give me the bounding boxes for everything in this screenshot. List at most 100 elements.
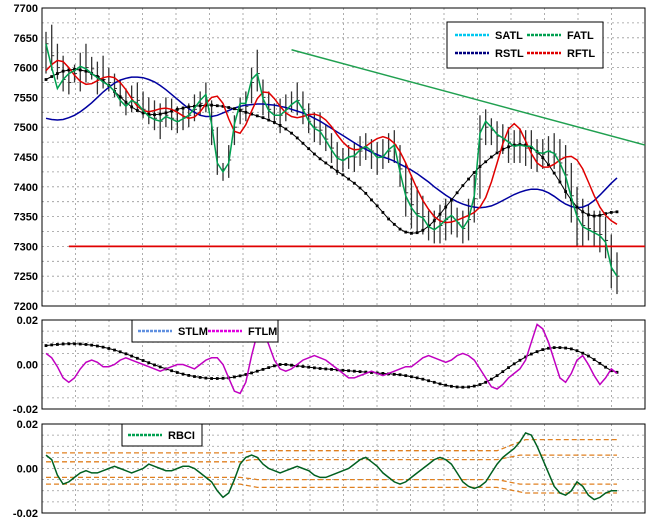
series-point [358, 370, 362, 374]
y-tick-label: 0.00 [17, 360, 38, 372]
series-point [552, 171, 556, 175]
series-line-fatl [45, 43, 618, 277]
legend-label: STLM [178, 326, 208, 338]
series-rbci [45, 431, 617, 501]
series-point [569, 347, 573, 351]
panel-price: 7700 7650 7600 7550 7500 7450 7400 7350 7300 7250… [14, 3, 646, 313]
series-point [250, 112, 253, 116]
series-point [273, 121, 276, 124]
series-point [558, 180, 562, 184]
series-point [472, 384, 476, 388]
series-point [615, 370, 619, 374]
series-point [347, 177, 351, 181]
series-point [284, 127, 288, 131]
series-point [124, 100, 128, 104]
series-point [78, 342, 82, 346]
series-point [495, 374, 499, 378]
plot-frame [41, 423, 646, 514]
series-point [335, 169, 339, 173]
series-point [472, 171, 476, 174]
series-point [438, 382, 442, 386]
series-point [587, 213, 590, 217]
panel-stlm-ftlm: 0.02 0.00 -0.02 STLM FTLM [13, 315, 646, 416]
series-point [118, 95, 122, 99]
series-point [461, 184, 465, 188]
series-point [604, 212, 607, 216]
series-point [181, 372, 185, 376]
series-point [512, 143, 516, 147]
series-point [615, 210, 619, 214]
y-tick-label: 7700 [14, 3, 38, 15]
series-point [67, 68, 71, 72]
series-point [609, 369, 613, 373]
series-point [524, 143, 528, 147]
series-point [101, 79, 105, 83]
legend-box [446, 21, 604, 69]
series-fatl [45, 43, 618, 277]
series-point [44, 344, 48, 347]
series-point [244, 110, 248, 114]
series-point [415, 376, 419, 380]
legend-label: RBCI [168, 430, 195, 442]
y-tick-label: 7400 [14, 182, 38, 194]
series-point [73, 67, 76, 71]
series-point [524, 355, 528, 359]
series-point [73, 342, 76, 346]
series-point [56, 72, 59, 75]
series-point [278, 124, 282, 127]
series-point [210, 103, 213, 107]
series-point [370, 198, 373, 202]
series-point [61, 69, 65, 73]
series-point [135, 356, 139, 360]
y-tick-label: 7650 [14, 33, 38, 45]
series-point [130, 354, 134, 358]
series-point [113, 348, 116, 352]
series-point [415, 231, 419, 235]
series-point [581, 351, 585, 355]
series-point [512, 362, 516, 366]
legend-label: FATL [567, 30, 594, 42]
series-point [175, 107, 179, 111]
series-point [250, 371, 253, 375]
series-point [50, 343, 54, 347]
series-point [330, 165, 333, 169]
series-point [387, 217, 390, 221]
series-point [187, 105, 191, 109]
series-point [381, 372, 385, 375]
series-point [255, 114, 259, 118]
series-point [330, 367, 333, 371]
series-point [341, 368, 345, 372]
series-point [135, 109, 139, 112]
trend-line [291, 48, 646, 146]
series-point [324, 161, 328, 165]
series-point [461, 385, 465, 389]
series-rstl [44, 67, 619, 235]
series-point [307, 365, 311, 369]
series-point [598, 361, 602, 365]
series-point [421, 377, 425, 381]
series-point [295, 136, 299, 140]
plot-frame [41, 319, 646, 410]
series-point [215, 377, 219, 380]
series-point [450, 384, 453, 388]
series-point [558, 346, 562, 349]
y-tick-label: -0.02 [13, 404, 38, 416]
series-point [130, 105, 134, 109]
series-point [267, 366, 271, 370]
legend-label: RFTL [567, 48, 595, 60]
series-point [193, 375, 196, 378]
series-point [467, 385, 470, 389]
series-point [84, 69, 88, 73]
series-point [238, 374, 242, 378]
series-point [244, 373, 248, 376]
series-point [375, 204, 379, 208]
legend-label: SATL [495, 30, 523, 42]
series-point [575, 349, 579, 353]
series-point [541, 156, 545, 159]
series-point [518, 358, 522, 362]
series-point [50, 75, 54, 78]
series-point [455, 385, 459, 389]
series-point [78, 68, 82, 72]
series-point [347, 369, 351, 373]
